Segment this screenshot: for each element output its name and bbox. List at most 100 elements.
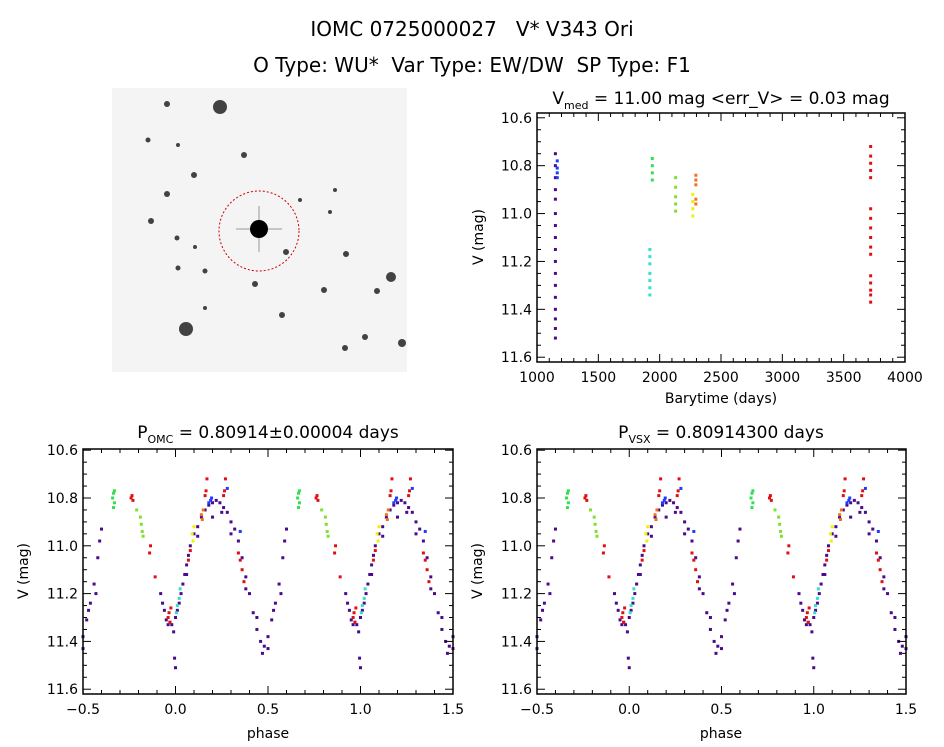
data-point-purple bbox=[255, 616, 259, 620]
data-point-orange bbox=[838, 513, 842, 517]
data-point-purple bbox=[627, 616, 631, 620]
data-point-purple bbox=[708, 627, 712, 631]
data-point-red bbox=[869, 293, 873, 297]
data-point-green bbox=[297, 506, 301, 510]
data-point-red bbox=[315, 494, 319, 498]
data-point-blue bbox=[847, 498, 851, 502]
data-point-purple bbox=[273, 601, 277, 605]
data-point-purple bbox=[384, 515, 388, 519]
data-point-red bbox=[806, 620, 810, 624]
x-tick-label: 1000 bbox=[519, 370, 555, 386]
data-point-yellowgreen bbox=[323, 515, 327, 519]
data-point-orange bbox=[655, 508, 659, 512]
data-point-cyan bbox=[629, 604, 633, 608]
data-point-purple bbox=[440, 616, 444, 620]
data-point-yellowgreen bbox=[778, 522, 782, 526]
data-point-purple bbox=[192, 532, 196, 536]
x-tick-label: 1.5 bbox=[442, 702, 464, 718]
y-tick-label: 11.6 bbox=[501, 682, 532, 698]
data-point-orange bbox=[694, 178, 698, 182]
data-point-purple bbox=[640, 553, 644, 557]
data-point-purple bbox=[553, 164, 557, 168]
data-point-red bbox=[423, 558, 427, 562]
data-point-purple bbox=[633, 592, 637, 596]
data-point-purple bbox=[553, 307, 557, 311]
data-point-purple bbox=[196, 534, 200, 538]
data-point-purple bbox=[618, 618, 622, 622]
x-tick-label: 2500 bbox=[703, 370, 739, 386]
data-point-cyan bbox=[174, 611, 178, 615]
data-point-purple bbox=[867, 532, 871, 536]
data-point-red bbox=[807, 606, 811, 610]
data-point-red bbox=[769, 498, 773, 502]
data-point-red bbox=[869, 274, 873, 278]
data-point-purple bbox=[631, 601, 635, 605]
data-point-purple bbox=[657, 508, 661, 512]
data-point-purple bbox=[181, 582, 185, 586]
data-point-purple bbox=[705, 611, 709, 615]
data-point-yellow bbox=[375, 532, 379, 536]
data-point-purple bbox=[716, 644, 720, 648]
data-point-green bbox=[750, 491, 754, 495]
data-point-orange bbox=[694, 173, 698, 177]
star bbox=[321, 287, 327, 293]
data-point-purple bbox=[852, 498, 856, 502]
data-point-yellowgreen bbox=[594, 529, 598, 533]
star bbox=[252, 281, 258, 287]
data-point-blue bbox=[238, 529, 242, 533]
plot-title: POMC = 0.80914±0.00004 days bbox=[137, 423, 399, 446]
data-point-purple bbox=[366, 582, 370, 586]
y-axis-label: V (mag) bbox=[16, 543, 32, 599]
data-point-red bbox=[869, 252, 873, 256]
data-point-purple bbox=[738, 527, 742, 531]
data-point-purple bbox=[164, 618, 168, 622]
x-tick-label: 1.5 bbox=[895, 702, 917, 718]
data-point-purple bbox=[810, 630, 814, 634]
data-point-red bbox=[407, 494, 411, 498]
data-point-purple bbox=[244, 575, 248, 579]
data-point-cyan bbox=[648, 271, 652, 275]
phase-plot-vsx: PVSX = 0.80914300 days phase V (mag) −0.… bbox=[470, 423, 917, 742]
data-point-purple bbox=[220, 510, 224, 514]
data-point-purple bbox=[675, 506, 679, 510]
star bbox=[191, 172, 197, 178]
data-point-purple bbox=[362, 601, 366, 605]
data-point-purple bbox=[548, 592, 552, 596]
data-point-purple bbox=[285, 527, 288, 531]
figure-title-line2: O Type: WU* Var Type: EW/DW SP Type: F1 bbox=[253, 53, 691, 77]
data-point-red bbox=[869, 207, 873, 211]
data-point-purple bbox=[281, 556, 285, 560]
data-point-purple bbox=[357, 630, 361, 634]
data-point-red bbox=[188, 549, 192, 553]
data-point-purple bbox=[823, 572, 827, 576]
data-point-red bbox=[353, 620, 357, 624]
data-point-purple bbox=[214, 498, 218, 502]
data-point-yellow bbox=[646, 525, 650, 529]
data-point-purple bbox=[732, 592, 736, 596]
data-point-red bbox=[130, 494, 134, 498]
data-point-green bbox=[112, 489, 116, 493]
data-point-purple bbox=[360, 608, 364, 612]
data-point-yellowgreen bbox=[773, 508, 777, 512]
data-point-red bbox=[658, 489, 662, 493]
data-point-purple bbox=[240, 556, 244, 560]
data-point-purple bbox=[203, 508, 207, 512]
data-point-blue bbox=[395, 496, 399, 500]
data-point-purple bbox=[660, 503, 664, 507]
data-point-red bbox=[878, 568, 882, 572]
data-point-purple bbox=[346, 601, 350, 605]
data-point-purple bbox=[359, 616, 362, 620]
data-point-purple bbox=[262, 644, 266, 648]
data-point-blue bbox=[845, 501, 849, 505]
data-point-yellow bbox=[192, 525, 196, 529]
data-point-cyan bbox=[648, 247, 652, 251]
data-point-purple bbox=[673, 510, 677, 514]
data-point-red bbox=[874, 551, 878, 555]
data-point-blue bbox=[692, 529, 696, 533]
y-tick-label: 10.6 bbox=[47, 443, 78, 459]
data-point-green bbox=[112, 501, 116, 505]
data-point-purple bbox=[344, 592, 348, 596]
data-point-purple bbox=[541, 608, 545, 612]
target-star bbox=[250, 220, 268, 238]
data-point-blue bbox=[225, 486, 229, 490]
